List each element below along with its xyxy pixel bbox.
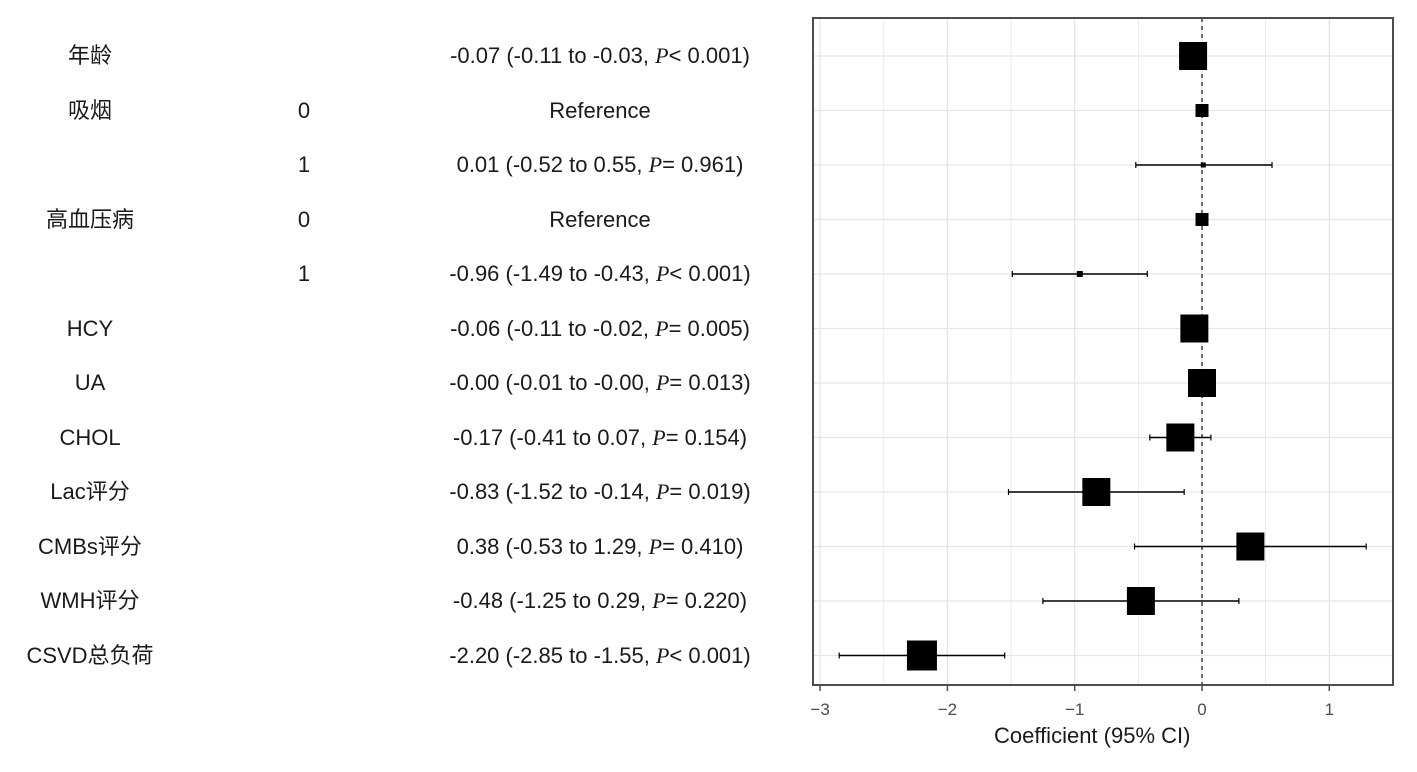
variable-label: CMBs评分 xyxy=(38,533,142,559)
x-tick-label: −2 xyxy=(938,700,957,719)
effect-label: -0.06 (-0.11 to -0.02, P= 0.005) xyxy=(450,315,750,341)
estimate-box xyxy=(1179,42,1208,70)
estimate-box xyxy=(1200,162,1206,168)
effect-label: -2.20 (-2.85 to -1.55, P< 0.001) xyxy=(449,642,751,668)
level-label: 1 xyxy=(297,261,311,286)
effect-label: 0.38 (-0.53 to 1.29, P= 0.410) xyxy=(456,533,744,559)
variable-label: WMH评分 xyxy=(40,588,140,613)
plot-panel xyxy=(813,18,1393,685)
estimate-box xyxy=(1082,478,1111,506)
estimate-box xyxy=(906,640,937,671)
variable-label: CHOL xyxy=(59,424,121,450)
estimate-box xyxy=(1195,104,1209,117)
effect-label: Reference xyxy=(549,206,651,232)
effect-label: 0.01 (-0.52 to 0.55, P= 0.961) xyxy=(456,152,744,177)
x-tick-label: 1 xyxy=(1325,700,1334,719)
estimate-box xyxy=(1195,213,1209,226)
effect-label: -0.17 (-0.41 to 0.07, P= 0.154) xyxy=(452,424,748,450)
estimate-box xyxy=(1076,271,1083,277)
x-tick-label: 0 xyxy=(1197,700,1206,719)
level-label: 1 xyxy=(297,152,311,177)
variable-label: UA xyxy=(74,370,106,395)
level-label: 0 xyxy=(297,206,311,232)
variable-label: 高血压病 xyxy=(45,206,134,232)
effect-label: -0.07 (-0.11 to -0.03, P< 0.001) xyxy=(450,43,750,68)
x-axis-title: Coefficient (95% CI) xyxy=(994,723,1191,748)
variable-label: Lac评分 xyxy=(50,479,130,504)
estimate-box xyxy=(1166,423,1195,452)
x-tick-label: −3 xyxy=(810,700,829,719)
x-tick-label: −1 xyxy=(1065,700,1084,719)
variable-label: CSVD总负荷 xyxy=(26,642,154,668)
variable-label: 吸烟 xyxy=(67,97,112,123)
effect-label: -0.00 (-0.01 to -0.00, P= 0.013) xyxy=(449,370,751,395)
estimate-box xyxy=(1236,532,1265,561)
effect-label: Reference xyxy=(549,97,651,123)
variable-label: HCY xyxy=(66,315,114,341)
variable-label: 年龄 xyxy=(67,43,112,68)
effect-label: -0.96 (-1.49 to -0.43, P< 0.001) xyxy=(449,261,751,286)
plot-frame xyxy=(812,17,1394,686)
level-label: 0 xyxy=(297,97,311,123)
estimate-box xyxy=(1188,369,1216,397)
estimate-box xyxy=(1180,314,1209,343)
effect-label: -0.48 (-1.25 to 0.29, P= 0.220) xyxy=(452,588,748,613)
estimate-box xyxy=(1126,587,1155,615)
effect-label: -0.83 (-1.52 to -0.14, P= 0.019) xyxy=(449,479,751,504)
